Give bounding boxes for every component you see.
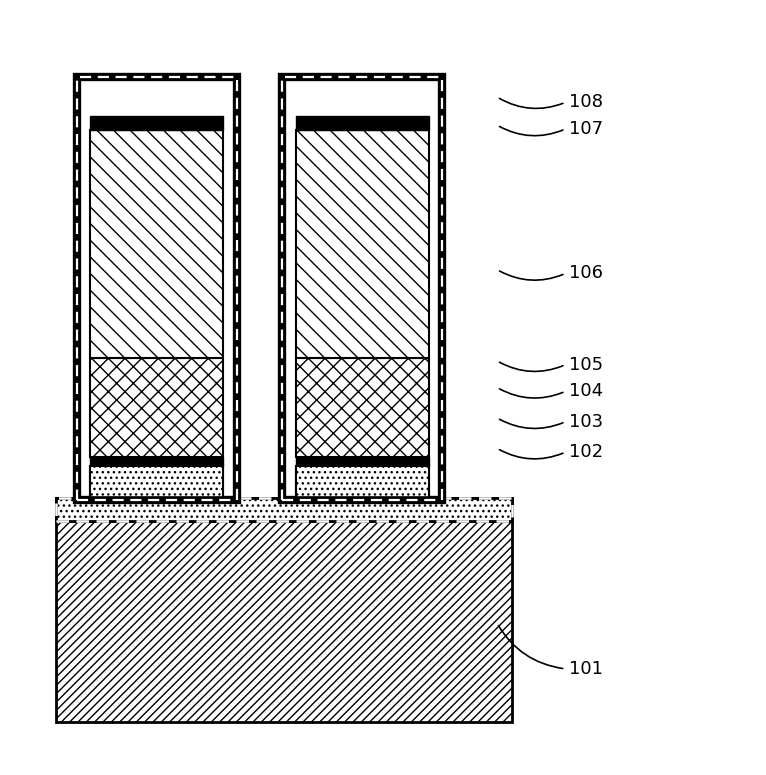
Text: 104: 104	[569, 382, 604, 401]
Bar	[296, 466, 429, 498]
Text: 102: 102	[569, 443, 604, 461]
Bar	[296, 358, 429, 456]
Text: 101: 101	[569, 660, 604, 678]
Bar	[90, 466, 224, 498]
Text: 103: 103	[569, 413, 604, 431]
Bar	[90, 116, 224, 129]
Bar	[77, 78, 237, 500]
Bar	[90, 456, 224, 466]
Bar	[282, 78, 442, 500]
Bar	[296, 129, 429, 358]
Text: 105: 105	[569, 356, 604, 374]
Bar	[282, 78, 442, 500]
Bar	[56, 498, 512, 521]
Bar	[282, 78, 442, 500]
Bar	[77, 78, 237, 500]
Bar	[77, 78, 237, 500]
Bar	[90, 466, 224, 498]
Bar	[296, 116, 429, 129]
Text: 107: 107	[569, 120, 604, 138]
Bar	[296, 456, 429, 466]
Text: 106: 106	[569, 264, 604, 282]
Bar	[296, 466, 429, 498]
Bar	[56, 498, 512, 521]
Bar	[282, 78, 442, 500]
Text: 108: 108	[569, 93, 604, 112]
Bar	[77, 78, 237, 500]
Bar	[90, 129, 224, 358]
Bar	[56, 517, 512, 722]
Bar	[90, 358, 224, 456]
Bar	[56, 498, 512, 521]
